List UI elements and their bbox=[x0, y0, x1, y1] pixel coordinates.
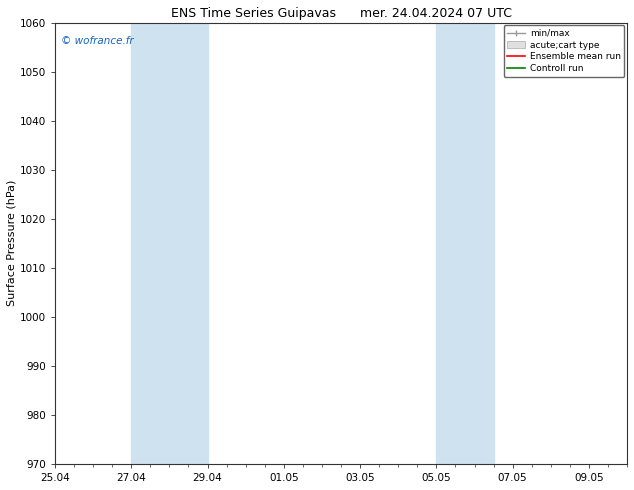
Y-axis label: Surface Pressure (hPa): Surface Pressure (hPa) bbox=[7, 180, 17, 306]
Bar bbox=[131, 23, 207, 464]
Bar bbox=[436, 23, 494, 464]
Title: ENS Time Series Guipavas      mer. 24.04.2024 07 UTC: ENS Time Series Guipavas mer. 24.04.2024… bbox=[171, 7, 512, 20]
Text: © wofrance.fr: © wofrance.fr bbox=[61, 36, 133, 46]
Legend: min/max, acute;cart type, Ensemble mean run, Controll run: min/max, acute;cart type, Ensemble mean … bbox=[503, 25, 624, 76]
